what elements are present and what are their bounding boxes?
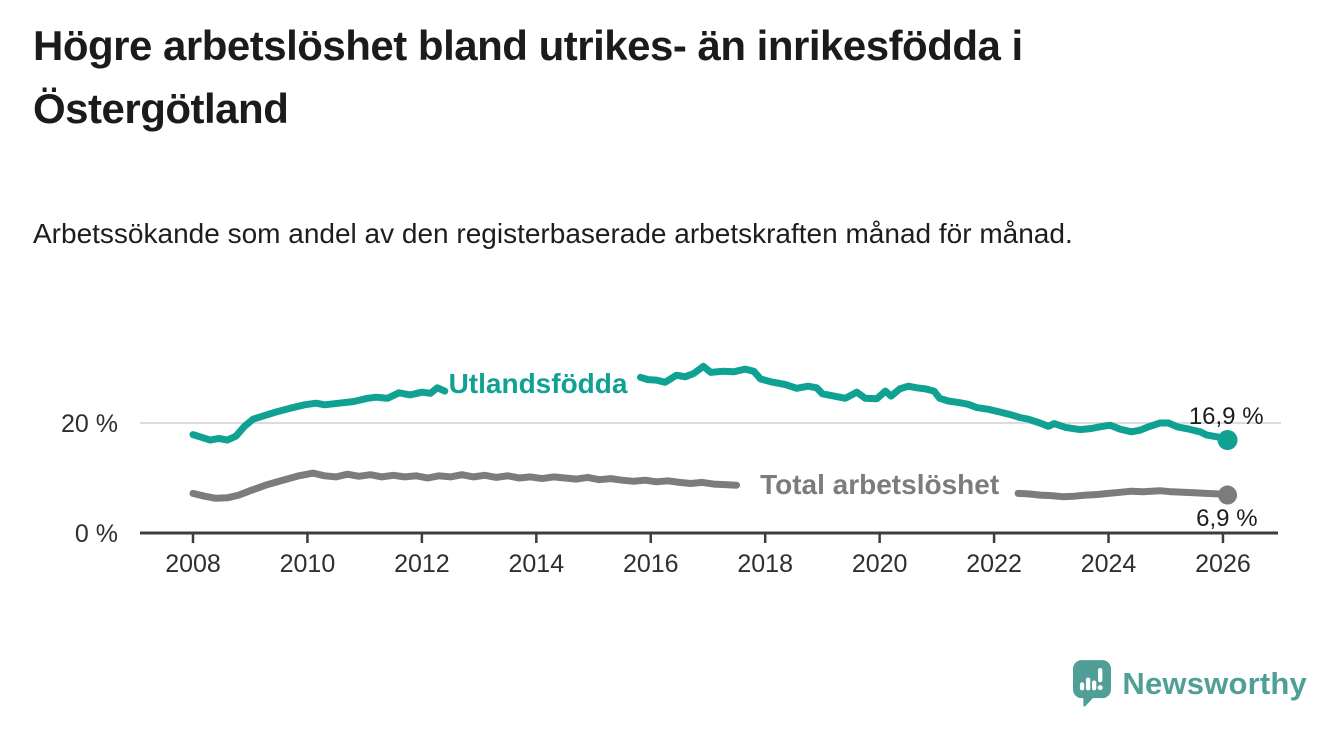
series-label: Total arbetslöshet	[760, 469, 999, 500]
exclamation-bar	[1098, 667, 1103, 683]
chart-title: Högre arbetslöshet bland utrikes- än inr…	[33, 22, 1023, 132]
bar-small	[1080, 682, 1085, 691]
series-line-utlandsfodda	[637, 362, 1231, 444]
series-label: Utlandsfödda	[449, 368, 628, 399]
series-line-utlandsfodda	[189, 384, 449, 444]
end-value-label: 16,9 %	[1189, 403, 1264, 430]
series-line-total	[1014, 487, 1231, 501]
exclamation-dot	[1098, 685, 1104, 691]
series-end-dot	[1217, 430, 1238, 451]
x-tick-label: 2024	[1081, 550, 1137, 578]
x-tick-label: 2010	[280, 550, 336, 578]
y-tick-label: 0 %	[75, 520, 118, 548]
bar-mid	[1092, 680, 1097, 691]
bar-tall	[1086, 677, 1091, 691]
x-tick-label: 2018	[737, 550, 793, 578]
series-end-dot	[1218, 485, 1238, 505]
newsworthy-logo: Newsworthy	[1073, 660, 1307, 707]
x-tick-label: 2022	[966, 550, 1022, 578]
newsworthy-wordmark: Newsworthy	[1122, 665, 1307, 701]
chart-subtitle: Arbetssökande som andel av den registerb…	[33, 218, 1073, 249]
x-tick-label: 2026	[1195, 550, 1251, 578]
x-tick-label: 2012	[394, 550, 450, 578]
x-tick-label: 2020	[852, 550, 908, 578]
x-tick-label: 2014	[509, 550, 565, 578]
x-tick-label: 2016	[623, 550, 679, 578]
end-value-label: 6,9 %	[1196, 505, 1257, 532]
x-tick-label: 2008	[165, 550, 221, 578]
y-tick-label: 20 %	[61, 410, 118, 438]
newsworthy-icon	[1073, 660, 1112, 707]
line-chart: 2008 2010 2012 2014 2016 2018 2020 2022 2024 2026…	[61, 362, 1281, 578]
series-line-total	[189, 469, 741, 502]
